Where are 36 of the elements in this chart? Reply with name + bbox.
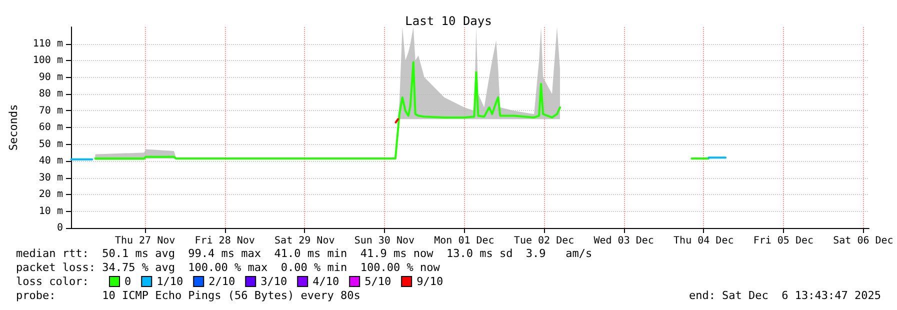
y-tick-label: 0: [56, 222, 63, 234]
legend-label: 0: [124, 275, 132, 288]
x-tick-label: Sun 30 Nov: [354, 236, 415, 246]
legend-title: loss color:: [16, 275, 89, 288]
y-tick-label: 40 m: [38, 156, 63, 166]
x-tick-label: Fri 28 Nov: [194, 236, 255, 246]
x-tick-label: Sat 29 Nov: [274, 236, 335, 246]
y-tick-label: 60 m: [38, 122, 63, 133]
x-tick-label: Tue 02 Dec: [514, 236, 574, 246]
y-axis-title: Seconds: [7, 104, 20, 151]
x-tick-label: Thu 04 Dec: [674, 236, 734, 246]
legend-label: 1/10: [156, 275, 184, 288]
chart-title: Last 10 Days: [405, 14, 492, 28]
y-tick-label: 10 m: [38, 206, 63, 217]
y-tick-label: 20 m: [38, 189, 63, 200]
y-tick-label: 50 m: [38, 138, 63, 150]
x-tick-label: Fri 05 Dec: [753, 236, 814, 246]
y-tick-label: 110 m: [32, 38, 63, 50]
y-tick-label: 80 m: [38, 88, 63, 100]
legend-label: 5/10: [364, 275, 392, 288]
x-tick-label: Mon 01 Dec: [434, 236, 494, 246]
legend-label: 2/10: [208, 275, 236, 288]
y-tick-label: 100 m: [32, 55, 63, 66]
text: end: Sat Dec 6 13:43:47 2025: [688, 289, 882, 302]
text: probe: 10 ICMP Echo Pings (56 Bytes) every 80s: [16, 289, 360, 302]
text: packet loss: 34.75 % avg 100.00 % max 0.00 % min 100.00 % now: [16, 261, 440, 274]
y-tick-label: 30 m: [38, 172, 63, 184]
text: median rtt: 50.1 ms avg 99.4 ms max 41.0 ms min 41.9 ms now 13.0 ms sd 3.9 am/s: [16, 247, 592, 260]
x-tick-label: Thu 27 Nov: [114, 236, 176, 246]
legend-label: 3/10: [260, 275, 288, 288]
legend-label: 4/10: [312, 275, 340, 288]
y-tick-label: 70 m: [38, 105, 63, 116]
x-tick-label: Wed 03 Dec: [594, 236, 654, 246]
legend-label: 9/10: [416, 275, 444, 288]
x-tick-label: Sat 06 Dec: [833, 236, 894, 246]
y-tick-label: 90 m: [38, 72, 63, 83]
